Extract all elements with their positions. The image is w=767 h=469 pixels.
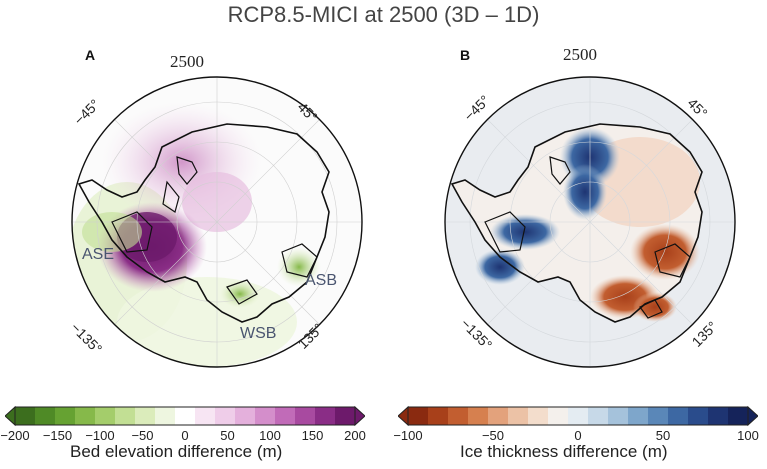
region-label-ase: ASE bbox=[82, 246, 115, 263]
colorbar-segment bbox=[508, 407, 529, 425]
colorbar-bed-elevation-label: Bed elevation difference (m) bbox=[70, 442, 283, 461]
figure-title: RCP8.5-MICI at 2500 (3D – 1D) bbox=[227, 2, 540, 27]
colorbar-segment bbox=[115, 407, 136, 425]
colorbar-tick-label: 0 bbox=[574, 428, 582, 443]
colorbar-segment bbox=[75, 407, 96, 425]
panel-a-year: 2500 bbox=[170, 52, 204, 71]
colorbar-tick-label: −150 bbox=[42, 428, 73, 443]
colorbar-segment bbox=[608, 407, 629, 425]
colorbar-segment bbox=[428, 407, 449, 425]
colorbar-segment bbox=[468, 407, 489, 425]
colorbar-segment bbox=[35, 407, 56, 425]
colorbar-tick-label: 50 bbox=[220, 428, 235, 443]
colorbar-segment bbox=[15, 407, 36, 425]
colorbar-frame bbox=[14, 406, 356, 426]
colorbar-tick-label: 100 bbox=[737, 428, 759, 443]
colorbar-min-arrow bbox=[5, 405, 16, 427]
colorbar-segment bbox=[548, 407, 569, 425]
colorbar-segment bbox=[95, 407, 116, 425]
colorbar-tick-label: −200 bbox=[0, 428, 30, 443]
colorbar-segment bbox=[295, 407, 316, 425]
region-label-asb: ASB bbox=[305, 272, 338, 289]
colorbar-segment bbox=[55, 407, 76, 425]
colorbar-tick-label: −50 bbox=[131, 428, 154, 443]
colorbar-max-arrow bbox=[747, 405, 758, 427]
region-label-wsb: WSB bbox=[240, 325, 277, 342]
colorbar-tick-label: 100 bbox=[259, 428, 281, 443]
colorbar-segment bbox=[488, 407, 509, 425]
panel-b-letter: B bbox=[460, 47, 471, 63]
colorbar-segment bbox=[215, 407, 236, 425]
colorbar-segment bbox=[255, 407, 276, 425]
colorbar-tick-label: 200 bbox=[344, 428, 366, 443]
panel-a-letter: A bbox=[85, 47, 96, 63]
colorbar-segment bbox=[668, 407, 689, 425]
colorbar-segment bbox=[628, 407, 649, 425]
panel-a-map bbox=[71, 76, 363, 368]
colorbar-segment bbox=[235, 407, 256, 425]
colorbar-segment bbox=[568, 407, 589, 425]
colorbar-tick-label: −100 bbox=[85, 428, 115, 443]
panel-b-map bbox=[444, 76, 736, 368]
colorbar-max-arrow bbox=[354, 405, 365, 427]
colorbar-tick-label: 50 bbox=[655, 428, 671, 443]
colorbar-segment bbox=[528, 407, 549, 425]
colorbar-tick-label: 0 bbox=[181, 428, 189, 443]
colorbar-tick-label: −50 bbox=[481, 428, 505, 443]
colorbar-segment bbox=[728, 407, 749, 425]
colorbar-segment bbox=[335, 407, 356, 425]
colorbar-segment bbox=[688, 407, 709, 425]
colorbar-segment bbox=[175, 407, 196, 425]
colorbar-segment bbox=[155, 407, 176, 425]
colorbar-segment bbox=[408, 407, 429, 425]
colorbar-frame bbox=[407, 406, 749, 426]
colorbar-segment bbox=[588, 407, 609, 425]
colorbar-segment bbox=[315, 407, 336, 425]
colorbar-tick-label: 150 bbox=[301, 428, 324, 443]
colorbar-bed-elevation bbox=[5, 405, 365, 427]
colorbar-segment bbox=[135, 407, 156, 425]
colorbar-segment bbox=[448, 407, 469, 425]
colorbar-segment bbox=[708, 407, 729, 425]
colorbar-min-arrow bbox=[398, 405, 409, 427]
colorbar-segment bbox=[195, 407, 216, 425]
panel-b-year: 2500 bbox=[563, 45, 597, 64]
colorbar-ice-thickness bbox=[398, 405, 758, 427]
colorbar-segment bbox=[275, 407, 296, 425]
colorbar-segment bbox=[648, 407, 669, 425]
colorbar-tick-label: −100 bbox=[393, 428, 423, 443]
colorbar-ice-thickness-label: Ice thickness difference (m) bbox=[460, 442, 668, 461]
